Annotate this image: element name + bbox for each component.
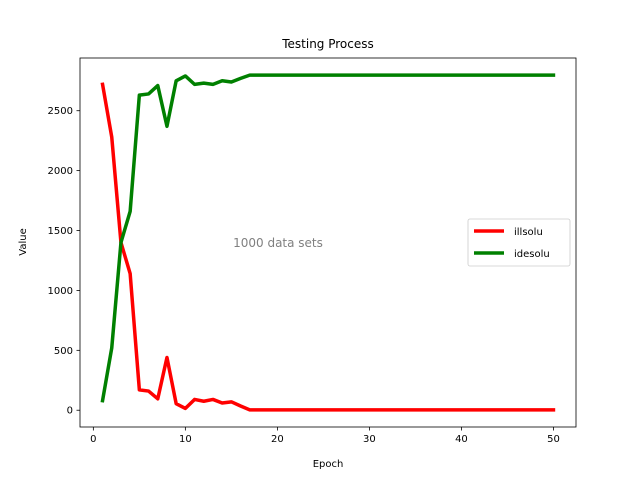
x-tick-label: 0 bbox=[90, 434, 96, 445]
x-axis: 0 10 20 30 40 50 bbox=[90, 427, 560, 445]
y-tick-label: 500 bbox=[54, 346, 73, 357]
y-axis: 0 500 1000 1500 2000 2500 bbox=[48, 106, 80, 417]
legend-label-illsolu: illsolu bbox=[514, 227, 543, 238]
series-lines bbox=[100, 73, 556, 412]
x-axis-label: Epoch bbox=[313, 459, 344, 470]
x-tick-label: 20 bbox=[271, 434, 284, 445]
legend: illsolu idesolu bbox=[467, 218, 571, 267]
legend-label-idesolu: idesolu bbox=[514, 249, 550, 260]
series-line-illsolu bbox=[100, 82, 556, 412]
y-tick-label: 1000 bbox=[48, 286, 73, 297]
plot-frame bbox=[79, 57, 577, 428]
plot-area: 1000 data sets bbox=[79, 57, 577, 428]
x-tick-label: 10 bbox=[179, 434, 192, 445]
x-tick-label: 30 bbox=[363, 434, 376, 445]
series-line-idesolu bbox=[100, 73, 556, 403]
x-tick-label: 40 bbox=[455, 434, 468, 445]
chart-title: Testing Process bbox=[281, 37, 374, 51]
y-tick-label: 0 bbox=[67, 406, 73, 417]
y-tick-label: 2500 bbox=[48, 106, 73, 117]
x-tick-label: 50 bbox=[547, 434, 560, 445]
y-tick-label: 1500 bbox=[48, 226, 73, 237]
y-tick-label: 2000 bbox=[48, 166, 73, 177]
y-axis-label: Value bbox=[18, 228, 29, 255]
annotation-text: 1000 data sets bbox=[233, 236, 323, 250]
